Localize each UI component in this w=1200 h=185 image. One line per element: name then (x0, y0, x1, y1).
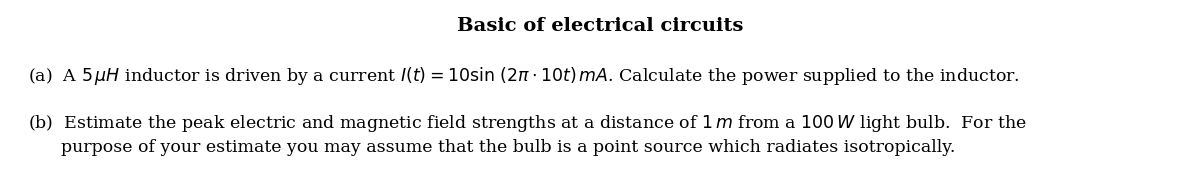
Text: (a)  A $5\,\mu H$ inductor is driven by a current $I(t) = 10\sin\,(2\pi \cdot 10: (a) A $5\,\mu H$ inductor is driven by a… (28, 65, 1020, 87)
Text: purpose of your estimate you may assume that the bulb is a point source which ra: purpose of your estimate you may assume … (28, 139, 955, 156)
Text: (b)  Estimate the peak electric and magnetic field strengths at a distance of $1: (b) Estimate the peak electric and magne… (28, 113, 1027, 134)
Text: Basic of electrical circuits: Basic of electrical circuits (457, 17, 743, 35)
